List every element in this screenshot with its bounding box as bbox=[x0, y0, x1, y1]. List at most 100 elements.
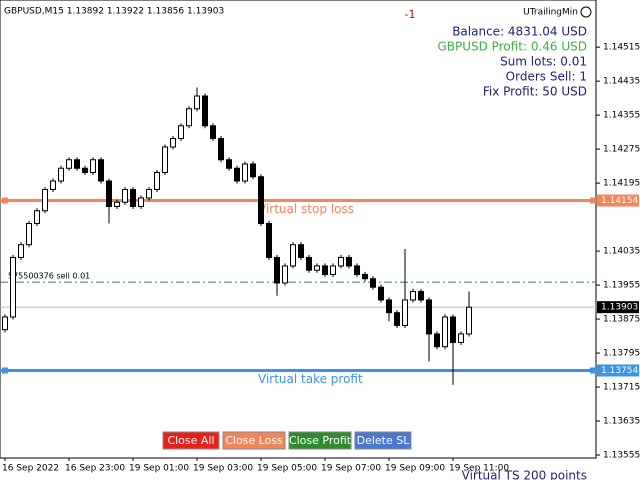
y-tick-label: 1.13555 bbox=[603, 451, 640, 461]
price-box bbox=[597, 194, 639, 207]
candle-body bbox=[410, 290, 416, 301]
candle-body bbox=[354, 265, 360, 275]
button[interactable] bbox=[162, 431, 220, 450]
x-tick-label: 19 Sep 09:00 bbox=[385, 464, 445, 474]
button-label[interactable]: Close Loss bbox=[225, 434, 283, 447]
button[interactable] bbox=[222, 431, 286, 450]
candle-body bbox=[346, 256, 352, 267]
candle-body bbox=[106, 180, 112, 207]
candle-body bbox=[162, 146, 168, 173]
candle-body bbox=[338, 256, 344, 267]
candle-body bbox=[234, 167, 240, 182]
y-tick-label: 1.14355 bbox=[603, 111, 640, 121]
y-tick-label: 1.14275 bbox=[603, 145, 640, 155]
y-tick-label: 1.14035 bbox=[603, 247, 640, 257]
price-box-label: 1.14154 bbox=[601, 196, 638, 206]
price-box-label: 1.13903 bbox=[601, 303, 638, 313]
candle-body bbox=[370, 278, 376, 288]
price-line-label: 575500376 sell 0.01 bbox=[8, 272, 90, 281]
candle-body bbox=[242, 163, 248, 182]
candle-body bbox=[50, 180, 56, 190]
candle-body bbox=[26, 222, 32, 246]
candle-body bbox=[306, 256, 312, 271]
y-tick-label: 1.13635 bbox=[603, 417, 640, 427]
counter: -1 bbox=[405, 8, 416, 21]
candle-body bbox=[154, 171, 160, 190]
price-line-label: Virtual take profit bbox=[258, 372, 363, 386]
candle-body bbox=[450, 316, 456, 343]
price-line-label: Virtual stop loss bbox=[258, 202, 354, 216]
x-tick-label: 19 Sep 07:00 bbox=[321, 464, 381, 474]
candle-body bbox=[114, 201, 120, 207]
y-tick-label: 1.13795 bbox=[603, 349, 640, 359]
candle-body bbox=[2, 316, 8, 331]
candle-body bbox=[466, 306, 472, 335]
y-tick-label: 1.14435 bbox=[603, 77, 640, 87]
candle-body bbox=[442, 316, 448, 348]
candle-body bbox=[194, 95, 200, 110]
candle-body bbox=[418, 290, 424, 301]
x-tick-label: 19 Sep 05:00 bbox=[257, 464, 317, 474]
candle-body bbox=[402, 299, 408, 326]
candle-body bbox=[314, 265, 320, 271]
price-box bbox=[597, 301, 639, 314]
candle-body bbox=[210, 125, 216, 140]
candle-body bbox=[66, 159, 72, 169]
candle-body bbox=[98, 159, 104, 182]
line-handle bbox=[2, 367, 8, 374]
candle-body bbox=[266, 222, 272, 258]
info-line: GBPUSD Profit: 0.46 USD bbox=[437, 40, 587, 54]
info-line: Fix Profit: 50 USD bbox=[483, 85, 587, 99]
candle-body bbox=[394, 312, 400, 326]
expert-name: UTrailingMin bbox=[523, 8, 578, 18]
candle-body bbox=[218, 138, 224, 161]
expert-icon bbox=[580, 6, 592, 18]
candle-body bbox=[74, 159, 80, 169]
candle-body bbox=[138, 197, 144, 207]
candle-body bbox=[282, 265, 288, 284]
x-tick-label: 19 Sep 03:00 bbox=[193, 464, 253, 474]
candle-body bbox=[322, 265, 328, 275]
info-line: Balance: 4831.04 USD bbox=[452, 25, 587, 39]
button[interactable] bbox=[354, 431, 412, 450]
symbol-info: GBPUSD,M15 1.13892 1.13922 1.13856 1.139… bbox=[4, 7, 224, 17]
candle-body bbox=[170, 138, 176, 148]
button-label[interactable]: Delete SL bbox=[357, 434, 411, 447]
line-handle bbox=[590, 197, 596, 204]
y-tick-label: 1.13715 bbox=[603, 383, 640, 393]
candle-body bbox=[146, 188, 152, 199]
candle-body bbox=[258, 176, 264, 224]
price-box bbox=[597, 364, 639, 377]
price-box-label: 1.13754 bbox=[601, 366, 638, 376]
candle-body bbox=[458, 333, 464, 343]
button-label[interactable]: Close Profit bbox=[289, 434, 352, 447]
y-tick-label: 1.14195 bbox=[603, 179, 640, 189]
candle-body bbox=[226, 159, 232, 169]
candle-body bbox=[362, 273, 368, 280]
y-tick-label: 1.13875 bbox=[603, 315, 640, 325]
x-tick-label: 16 Sep 2022 bbox=[2, 464, 59, 474]
candle-body bbox=[298, 244, 304, 258]
button[interactable] bbox=[288, 431, 352, 450]
candle-body bbox=[90, 159, 96, 173]
candle-body bbox=[178, 125, 184, 140]
candle-body bbox=[250, 163, 256, 178]
candle-body bbox=[42, 188, 48, 212]
candle-body bbox=[330, 265, 336, 275]
candle-body bbox=[34, 210, 40, 224]
button-label[interactable]: Close All bbox=[167, 434, 214, 447]
candle-body bbox=[426, 299, 432, 335]
candle-body bbox=[82, 167, 88, 173]
candle-body bbox=[274, 256, 280, 284]
candle-body bbox=[202, 95, 208, 127]
plot-frame bbox=[0, 0, 597, 459]
candle-body bbox=[10, 256, 16, 318]
info-line: Orders Sell: 1 bbox=[506, 70, 587, 84]
x-tick-label: 19 Sep 01:00 bbox=[129, 464, 189, 474]
x-tick-label: 16 Sep 23:00 bbox=[65, 464, 125, 474]
candle-body bbox=[18, 244, 24, 258]
candle-body bbox=[434, 333, 440, 348]
candle-body bbox=[186, 108, 192, 127]
candle-body bbox=[130, 188, 136, 207]
x-tick-label: 19 Sep 11:00 bbox=[449, 464, 509, 474]
